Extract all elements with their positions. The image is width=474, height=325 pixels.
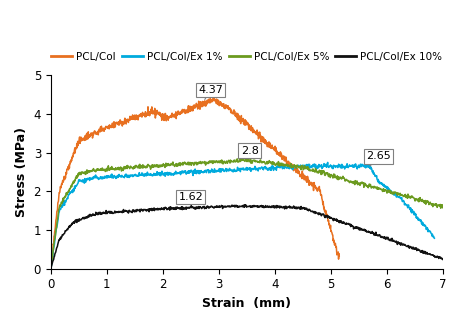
- PCL/Col: [337, 254, 342, 258]
- PCL/Col: [171, 113, 177, 117]
- PCL/Col/Ex 1%: [431, 236, 437, 240]
- PCL/Col/Ex 5%: [48, 266, 54, 270]
- PCL/Col/Ex 10%: [440, 257, 446, 261]
- Y-axis label: Stress (MPa): Stress (MPa): [15, 127, 28, 217]
- PCL/Col/Ex 10%: [131, 208, 137, 212]
- Text: 1.62: 1.62: [178, 192, 203, 202]
- PCL/Col/Ex 5%: [387, 189, 392, 193]
- Line: PCL/Col/Ex 1%: PCL/Col/Ex 1%: [51, 162, 434, 269]
- PCL/Col/Ex 1%: [336, 162, 341, 166]
- Line: PCL/Col: PCL/Col: [51, 98, 339, 269]
- PCL/Col/Ex 1%: [129, 173, 135, 177]
- PCL/Col/Ex 10%: [138, 209, 144, 213]
- PCL/Col/Ex 5%: [239, 156, 245, 160]
- Line: PCL/Col/Ex 5%: PCL/Col/Ex 5%: [51, 158, 443, 268]
- PCL/Col/Ex 5%: [91, 167, 96, 171]
- PCL/Col/Ex 5%: [328, 176, 333, 179]
- PCL/Col/Ex 5%: [150, 163, 155, 167]
- PCL/Col/Ex 1%: [377, 182, 383, 186]
- PCL/Col/Ex 10%: [48, 266, 54, 270]
- PCL/Col/Ex 1%: [374, 177, 380, 181]
- PCL/Col/Ex 1%: [325, 161, 330, 164]
- PCL/Col/Ex 10%: [342, 221, 348, 225]
- PCL/Col/Ex 1%: [48, 267, 54, 271]
- Legend: PCL/Col, PCL/Col/Ex 1%, PCL/Col/Ex 5%, PCL/Col/Ex 10%: PCL/Col, PCL/Col/Ex 1%, PCL/Col/Ex 5%, P…: [47, 47, 447, 66]
- PCL/Col: [265, 141, 271, 145]
- PCL/Col/Ex 1%: [136, 174, 142, 177]
- PCL/Col/Ex 1%: [217, 168, 223, 172]
- Text: 4.37: 4.37: [198, 85, 223, 99]
- PCL/Col/Ex 5%: [215, 159, 221, 163]
- PCL/Col/Ex 10%: [221, 204, 227, 208]
- PCL/Col: [254, 132, 259, 136]
- Line: PCL/Col/Ex 10%: PCL/Col/Ex 10%: [51, 205, 443, 268]
- PCL/Col/Ex 5%: [344, 177, 349, 181]
- PCL/Col/Ex 10%: [381, 237, 387, 240]
- Text: 2.8: 2.8: [241, 146, 258, 156]
- PCL/Col: [297, 175, 303, 178]
- Text: 2.65: 2.65: [366, 151, 391, 166]
- PCL/Col: [123, 119, 129, 123]
- PCL/Col: [79, 137, 85, 141]
- X-axis label: Strain  (mm): Strain (mm): [202, 297, 292, 310]
- PCL/Col: [210, 97, 216, 100]
- PCL/Col/Ex 5%: [440, 203, 446, 207]
- PCL/Col: [48, 267, 54, 271]
- PCL/Col/Ex 10%: [384, 235, 390, 239]
- PCL/Col/Ex 10%: [243, 203, 248, 207]
